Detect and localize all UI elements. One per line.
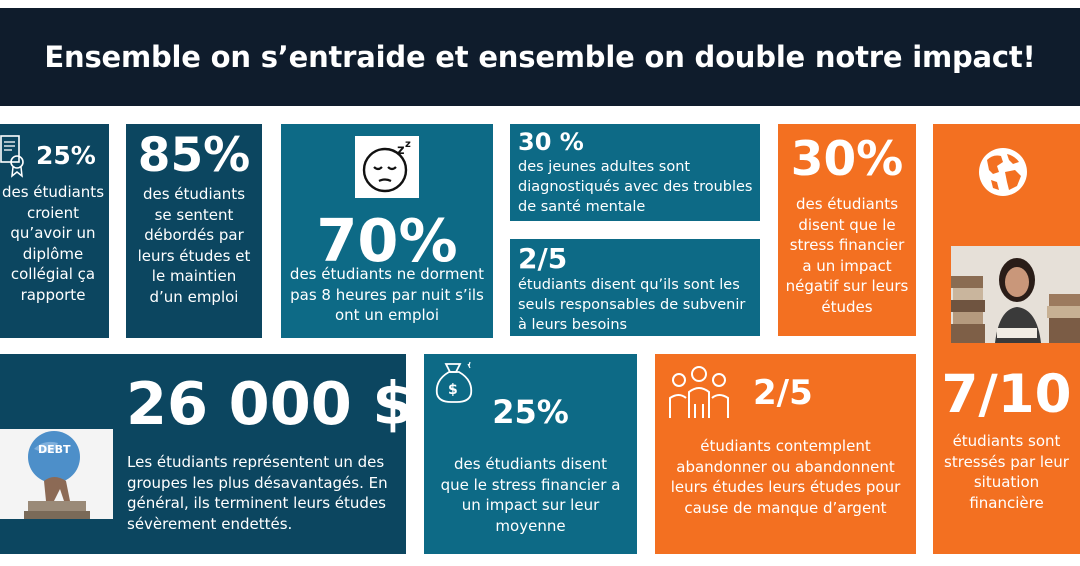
stat-description: des étudiants disent que le stress finan… bbox=[440, 455, 621, 535]
stat-tile-gpa: $ 25% des étudiants disent que le stress… bbox=[424, 354, 637, 554]
stat-tile-financial-stress: 30% des étudiants disent que le stress f… bbox=[778, 124, 916, 336]
stat-description: des étudiants se sentent débordés par le… bbox=[137, 185, 251, 306]
globe-icon bbox=[979, 148, 1027, 196]
money-bag-icon: $ bbox=[435, 361, 473, 403]
stat-value: 2/5 bbox=[753, 373, 813, 413]
stat-value: 7/10 bbox=[941, 364, 1072, 425]
stat-value: 85% bbox=[137, 128, 251, 183]
student-photo bbox=[951, 246, 1080, 343]
stat-tile-stressed-situation: 7/10 étudiants sont stressés par leur si… bbox=[933, 124, 1080, 554]
svg-text:z: z bbox=[405, 139, 411, 150]
debt-atlas-icon: DEBT bbox=[0, 429, 113, 519]
stat-description: des étudiants ne dorment pas 8 heures pa… bbox=[289, 265, 485, 324]
stat-value: 25% bbox=[492, 393, 569, 431]
sleeping-face-icon: z z bbox=[355, 136, 419, 198]
stat-tile-sleep: z z 70% des étudiants ne dorment pas 8 h… bbox=[281, 124, 493, 338]
stat-tile-overwhelmed: 85% des étudiants se sentent débordés pa… bbox=[126, 124, 262, 338]
page-title: Ensemble on s’entraide et ensemble on do… bbox=[44, 40, 1036, 74]
stat-value: 70% bbox=[316, 206, 458, 275]
stat-tile-dropout: 2/5 étudiants contemplent abandonner ou … bbox=[655, 354, 916, 554]
debt-label: DEBT bbox=[38, 443, 71, 456]
stat-description: des étudiants disent que le stress finan… bbox=[785, 195, 909, 316]
stat-value: 26 000 $ bbox=[126, 369, 406, 438]
stat-description: des étudiants croient qu’avoir un diplôm… bbox=[1, 183, 105, 304]
stat-value: 2/5 bbox=[518, 242, 568, 275]
group-icon bbox=[669, 366, 729, 418]
stat-description: des jeunes adultes sont diagnostiqués av… bbox=[518, 159, 753, 215]
stat-tile-diploma: 25% des étudiants croient qu’avoir un di… bbox=[0, 124, 109, 338]
svg-text:z: z bbox=[397, 143, 405, 158]
stat-value: 30 % bbox=[518, 128, 584, 156]
stat-description: Les étudiants représentent un des groupe… bbox=[127, 453, 388, 533]
stat-description: étudiants sont stressés par leur situati… bbox=[944, 432, 1069, 512]
diploma-icon bbox=[0, 135, 24, 178]
stat-tile-debt: DEBT 26 000 $ Les étudiants représentent… bbox=[0, 354, 406, 554]
stat-tile-responsible: 2/5 étudiants disent qu’ils sont les seu… bbox=[510, 239, 760, 336]
svg-text:$: $ bbox=[448, 382, 458, 398]
stat-description: étudiants disent qu’ils sont les seuls r… bbox=[518, 277, 746, 333]
header-banner: Ensemble on s’entraide et ensemble on do… bbox=[0, 8, 1080, 106]
stat-tile-mental-health: 30 % des jeunes adultes sont diagnostiqu… bbox=[510, 124, 760, 221]
stat-value: 30% bbox=[790, 132, 904, 187]
stat-value: 25% bbox=[36, 141, 96, 170]
stat-description: étudiants contemplent abandonner ou aban… bbox=[670, 437, 901, 517]
